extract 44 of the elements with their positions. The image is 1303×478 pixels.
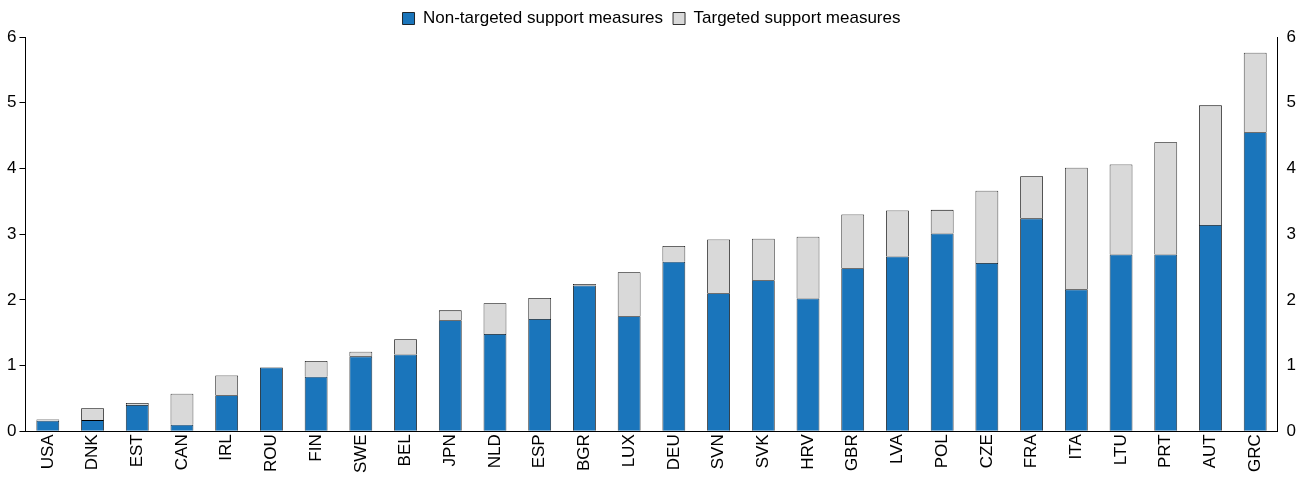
x-tick-label: DNK [82,433,102,471]
x-tick-label: USA [37,433,57,470]
x-tick-label: LTU [1110,434,1130,466]
y-tick-label: 4 [1286,158,1297,178]
x-tick-label: SVN [708,434,728,470]
x-tick-label: ROU [261,434,281,473]
y2-tick-label: 3 [6,223,17,243]
x-tick-label: EST [126,434,146,468]
y2-tick-label: 0 [6,420,17,440]
legend-label: Non-targeted support measures [423,8,664,28]
y-tick-label: 3 [1286,223,1297,243]
x-tick-label: PRT [1155,434,1175,468]
x-tick-label: GBR [842,434,862,472]
x-tick-label: AUT [1200,434,1220,469]
y-tick-label: 0 [1286,420,1297,440]
x-tick-label: BGR [574,434,594,472]
x-tick-label: GRC [1244,434,1264,473]
x-tick-label: SWE [350,434,370,474]
y-tick-label: 2 [1286,289,1297,309]
x-tick-label: LVA [887,433,907,464]
x-tick-label: ESP [529,434,549,469]
x-tick-label: HRV [797,433,817,470]
x-tick-label: SVK [752,433,772,469]
x-tick-label: JPN [439,434,459,467]
y-tick-label: 6 [1286,26,1297,46]
legend-label: Targeted support measures [693,8,901,28]
x-tick-label: BEL [395,434,415,467]
y2-tick-label: 2 [6,289,17,309]
y2-tick-label: 4 [6,158,17,178]
y2-tick-label: 5 [6,92,17,112]
y-tick-label: 5 [1286,92,1297,112]
y2-tick-label: 6 [6,26,17,46]
x-tick-label: DEU [663,434,683,471]
x-tick-label: ITA [1066,433,1085,460]
x-tick-label: LUX [618,434,638,468]
x-tick-label: FIN [305,434,325,462]
x-tick-label: CZE [976,434,996,469]
x-tick-label: FRA [1021,433,1041,469]
x-tick-label: CAN [171,434,191,471]
x-tick-label: NLD [484,434,504,469]
x-tick-label: IRL [216,434,236,461]
x-tick-label: POL [931,434,951,469]
y2-tick-label: 1 [6,355,17,375]
y-tick-label: 1 [1286,355,1297,375]
